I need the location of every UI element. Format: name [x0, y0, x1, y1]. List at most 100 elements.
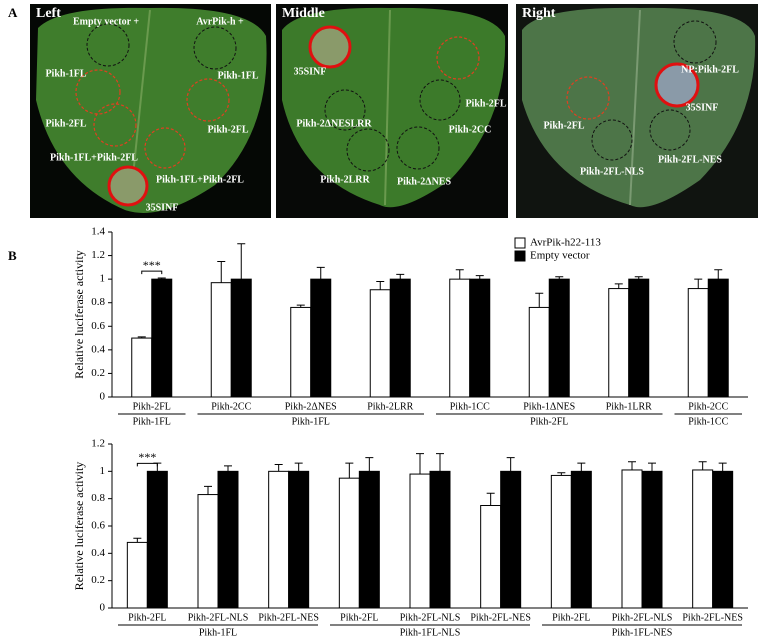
- error-bar: [648, 462, 656, 472]
- bar: [550, 474, 572, 609]
- bar: [692, 469, 714, 609]
- y-tick-label: 0: [100, 391, 106, 403]
- infiltration-spots: [75, 23, 237, 207]
- error-bar: [217, 260, 226, 283]
- leaf-label: Pikh-1FL+Pikh-2FL: [156, 174, 244, 185]
- bar: [389, 278, 411, 398]
- error-bar: [634, 276, 643, 280]
- error-bar: [436, 453, 444, 472]
- error-bar: [614, 283, 623, 289]
- group-label: Pikh-1FL-NLS: [400, 627, 461, 638]
- significance-label: ***: [143, 258, 161, 272]
- bar: [628, 278, 650, 398]
- bar: [641, 470, 663, 609]
- error-bar: [157, 277, 166, 280]
- error-bar: [694, 278, 703, 289]
- error-bar: [506, 457, 515, 472]
- leaf-label: Pikh-2CC: [449, 124, 492, 135]
- y-tick-label: 0.8: [91, 492, 105, 504]
- bar: [230, 278, 252, 398]
- bar: [369, 289, 391, 398]
- bar: [469, 278, 491, 398]
- error-bar: [714, 269, 723, 280]
- bar: [528, 306, 550, 398]
- error-bar: [224, 465, 232, 472]
- significance-bracket: [136, 462, 158, 467]
- error-bar: [557, 472, 566, 476]
- error-bar: [296, 304, 305, 308]
- y-tick-label: 0.2: [91, 574, 105, 586]
- y-tick-label: 0.8: [91, 296, 105, 308]
- bar: [310, 278, 332, 398]
- bar: [131, 337, 153, 398]
- error-bar: [137, 336, 146, 339]
- group-label: Pikh-1FL: [133, 416, 171, 427]
- leaf-label: Pikh-2FL: [207, 124, 248, 135]
- y-tick-label: 1.2: [91, 438, 105, 450]
- leaf-label: Empty vector +: [73, 16, 139, 27]
- category-label: Pikh-2CC: [688, 401, 728, 412]
- error-bar: [316, 266, 325, 280]
- bar: [358, 470, 380, 609]
- leaf-vein: [629, 9, 641, 206]
- category-label: Pikh-2FL-NES: [682, 612, 743, 623]
- error-bar: [237, 243, 246, 280]
- bar: [146, 470, 168, 609]
- group-label: Pikh-2FL: [530, 416, 568, 427]
- bar: [707, 278, 729, 398]
- leaf-title: Middle: [282, 6, 325, 21]
- error-bar: [555, 276, 564, 280]
- leaf-label: 35SINF: [686, 102, 719, 113]
- bar: [570, 470, 592, 609]
- leaf-label: Pikh-1FL: [45, 68, 86, 79]
- bar: [210, 282, 232, 398]
- leaf-label: Pikh-2FL-NLS: [580, 166, 644, 177]
- error-bar: [133, 537, 142, 543]
- category-label: Pikh-2LRR: [367, 401, 413, 412]
- error-bar: [455, 269, 464, 280]
- bar: [500, 470, 522, 609]
- bar: [409, 473, 431, 609]
- y-tick-label: 0.4: [91, 343, 105, 355]
- leaf-title: Left: [36, 6, 61, 21]
- leaf-label: Pikh-2FL: [465, 98, 506, 109]
- leaf: [36, 7, 267, 213]
- category-label: Pikh-1ΔNES: [523, 401, 575, 412]
- category-label: Pikh-2ΔNES: [285, 401, 337, 412]
- panel-label: B: [8, 248, 17, 263]
- bar: [608, 288, 630, 398]
- category-label: Pikh-2FL-NLS: [400, 612, 461, 623]
- category-label: Pikh-2FL-NLS: [188, 612, 249, 623]
- bar: [621, 469, 643, 609]
- y-tick-label: 1.2: [91, 249, 105, 261]
- category-label: Pikh-2FL-NES: [470, 612, 531, 623]
- bar: [687, 288, 709, 398]
- legend-swatch: [514, 237, 526, 249]
- bar: [288, 470, 310, 609]
- leaf-label: NP:Pikh-2FL: [681, 64, 739, 75]
- significance-bracket: [141, 270, 163, 275]
- leaf-label: Pikh-2FL: [45, 118, 86, 129]
- bar: [197, 494, 219, 609]
- bar: [712, 470, 734, 609]
- error-bar: [365, 457, 374, 472]
- error-bar: [718, 462, 727, 472]
- bar: [151, 278, 173, 398]
- bar: [126, 541, 148, 609]
- y-tick-label: 0.6: [91, 320, 105, 332]
- error-bar: [416, 453, 424, 475]
- category-label: Pikh-1CC: [450, 401, 490, 412]
- y-axis-title: Relative luciferase activity: [72, 250, 86, 379]
- leaf-label: Pikh-2FL-NES: [658, 154, 722, 165]
- leaf-label: 35SINF: [146, 202, 179, 213]
- leaf-vein: [384, 9, 391, 206]
- bar: [290, 306, 312, 398]
- infiltration-spots: [308, 25, 480, 172]
- y-tick-label: 0.6: [91, 520, 105, 532]
- bar: [449, 278, 471, 398]
- error-bar: [274, 464, 283, 472]
- legend-swatch: [514, 250, 526, 262]
- error-bar: [577, 462, 586, 472]
- error-bar: [628, 461, 636, 470]
